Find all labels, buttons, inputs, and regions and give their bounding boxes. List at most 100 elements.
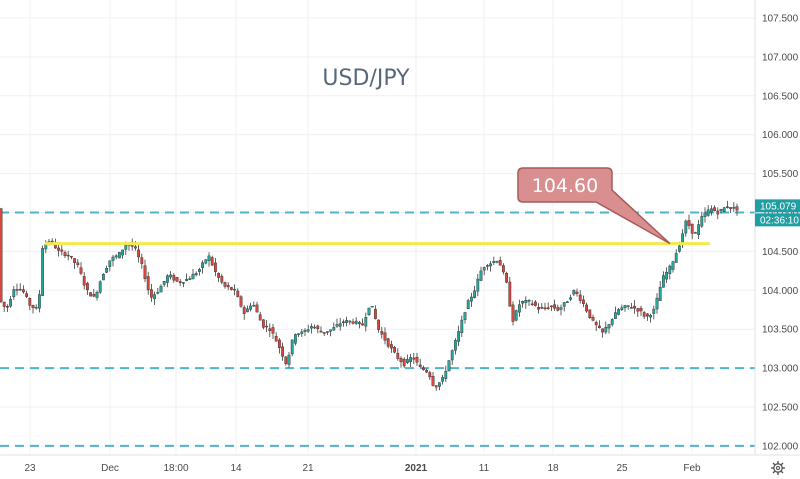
candle	[457, 325, 460, 347]
candle	[703, 207, 707, 223]
candle	[306, 324, 310, 333]
candle	[719, 208, 723, 214]
candle	[284, 356, 288, 366]
candle	[722, 206, 726, 213]
candle	[245, 305, 249, 313]
candle	[185, 273, 188, 282]
candle	[335, 318, 339, 328]
candle	[454, 338, 457, 355]
candle	[220, 274, 224, 285]
candle	[178, 278, 182, 286]
candle	[665, 267, 669, 284]
candle	[255, 301, 259, 313]
candle	[348, 320, 352, 325]
candle	[422, 365, 425, 371]
candle	[562, 302, 566, 312]
candle	[438, 382, 441, 391]
candle	[169, 271, 172, 280]
candle	[697, 219, 701, 240]
candle	[345, 316, 348, 327]
y-tick-label: 104.500	[762, 247, 799, 258]
candle	[415, 352, 419, 366]
candle	[236, 288, 240, 298]
x-tick-label: 23	[24, 463, 36, 474]
candle	[460, 315, 464, 338]
candle	[530, 300, 534, 307]
candle	[12, 286, 16, 300]
settings-gear-icon[interactable]	[771, 461, 785, 475]
candle	[444, 365, 448, 382]
candle	[441, 374, 444, 385]
candle	[543, 302, 547, 311]
candle	[229, 286, 233, 291]
candle	[450, 349, 454, 365]
candle	[620, 304, 624, 311]
x-tick-label: 25	[616, 463, 628, 474]
candle	[191, 268, 195, 280]
candle	[492, 256, 496, 265]
candle	[694, 231, 697, 234]
candle	[447, 360, 451, 372]
candle	[630, 303, 633, 309]
candle	[652, 305, 656, 320]
candle	[690, 223, 694, 240]
candle	[313, 324, 316, 330]
candle	[614, 306, 617, 319]
y-tick-label: 103.000	[762, 364, 799, 375]
candle	[527, 299, 531, 306]
candle	[329, 329, 332, 337]
candle	[34, 304, 38, 310]
candle	[274, 332, 278, 342]
candle	[502, 263, 505, 275]
x-tick-label: Feb	[683, 463, 701, 474]
candle	[537, 303, 541, 314]
time-axis-ticks: 23 Dec 18:00 14 21 2021 11 18 25 Feb	[24, 463, 701, 474]
candle	[582, 295, 585, 308]
candle	[326, 331, 329, 335]
candle	[213, 257, 217, 277]
candle	[578, 290, 582, 304]
candle	[514, 309, 518, 322]
candle	[498, 256, 502, 266]
candle	[658, 281, 662, 301]
candle	[210, 255, 214, 267]
candle	[716, 207, 720, 220]
annotation-callout[interactable]: 104.60	[517, 167, 671, 245]
candle	[82, 271, 86, 290]
candle	[553, 299, 557, 311]
candle	[2, 301, 6, 312]
price-axis[interactable]	[755, 0, 800, 455]
candle	[623, 304, 627, 312]
x-tick-label: 2021	[405, 463, 428, 474]
candle	[265, 320, 268, 333]
candle	[114, 254, 118, 260]
candle	[585, 302, 589, 313]
candle	[15, 283, 19, 296]
candle	[25, 290, 28, 299]
candle	[28, 297, 32, 311]
candle	[73, 257, 77, 269]
x-tick-label: 21	[302, 463, 314, 474]
candle	[482, 266, 486, 276]
candle	[239, 295, 243, 308]
candle	[162, 281, 166, 287]
candle	[76, 259, 80, 268]
candle	[412, 352, 416, 364]
candle	[204, 259, 208, 265]
candle	[418, 358, 422, 368]
x-tick-label: 14	[230, 463, 242, 474]
candle	[700, 211, 704, 228]
candle	[258, 311, 262, 321]
candle	[117, 251, 121, 259]
candle	[594, 320, 598, 332]
candle	[399, 356, 403, 368]
candle	[172, 273, 176, 283]
candle	[101, 273, 105, 281]
candle	[466, 298, 470, 310]
annotation-label: 104.60	[532, 175, 598, 197]
candle	[735, 203, 739, 216]
candle	[303, 328, 307, 337]
candle	[207, 252, 211, 267]
candle	[287, 351, 291, 368]
